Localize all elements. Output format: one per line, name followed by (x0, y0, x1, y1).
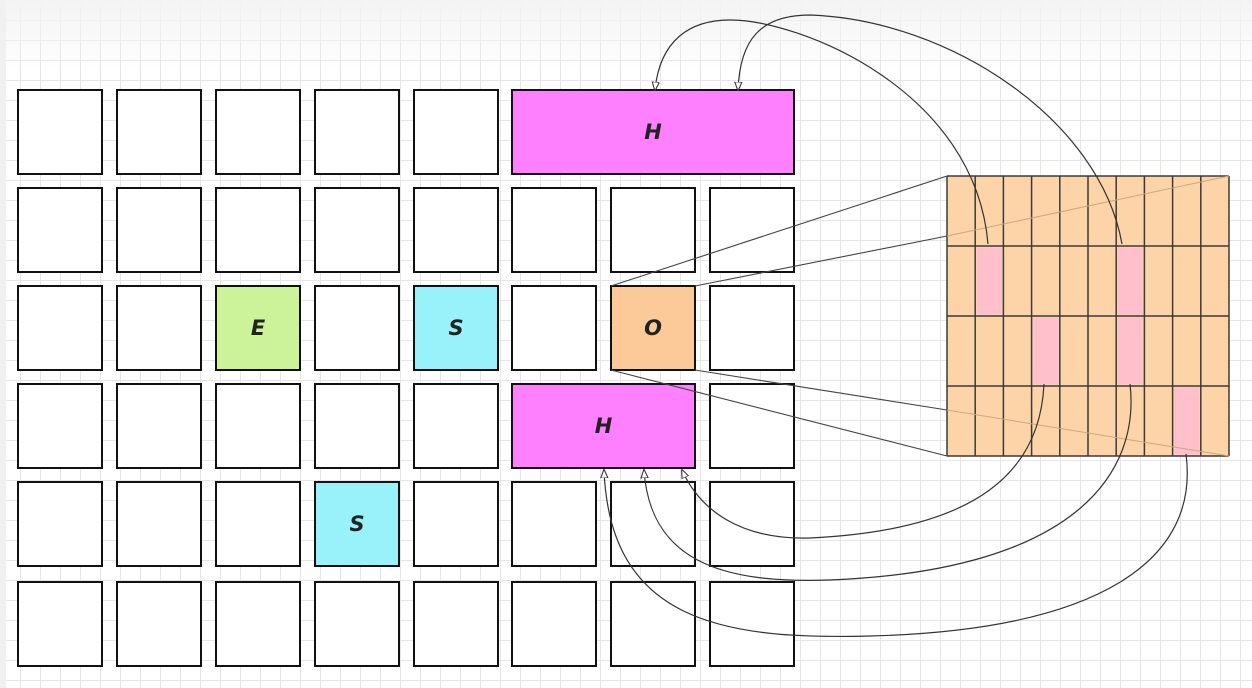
h-block-top: H (511, 89, 795, 175)
grid-cell (610, 187, 696, 273)
top-fade (0, 0, 1252, 70)
grid-cell (413, 481, 499, 567)
kernel-highlight-cell (1117, 247, 1143, 315)
projection-line (610, 175, 948, 287)
arrow-curves (604, 14, 1188, 637)
grid-cell (215, 89, 301, 175)
h-block-middle: H (511, 383, 696, 469)
projection-line (694, 235, 948, 287)
s-cell: S (413, 285, 499, 371)
grid-cell (511, 581, 597, 667)
grid-cell (116, 187, 202, 273)
arrow-to-mid-h-left (604, 453, 1188, 637)
grid-cell (610, 481, 696, 567)
grid-cell (314, 187, 400, 273)
grid-cell (314, 285, 400, 371)
kernel-highlight-cell (1033, 317, 1059, 385)
e-cell: E (215, 285, 301, 371)
grid-cell (709, 383, 795, 469)
grid-cell (116, 481, 202, 567)
grid-cell (709, 481, 795, 567)
grid-cell (116, 581, 202, 667)
grid-cell (314, 89, 400, 175)
grid-cell (17, 383, 103, 469)
grid-cell (511, 285, 597, 371)
grid-cell (709, 285, 795, 371)
grid-cell (215, 581, 301, 667)
kernel-highlight-cell (1174, 387, 1200, 455)
kernel-grid (946, 175, 1230, 457)
grid-cell (116, 383, 202, 469)
grid-cell (215, 383, 301, 469)
kernel-diagonal (946, 409, 1230, 457)
projection-lines (610, 175, 948, 457)
grid-cell (314, 581, 400, 667)
grid-cell (314, 383, 400, 469)
left-edge (0, 0, 6, 688)
grid-cell (215, 481, 301, 567)
arrow-to-top-h-left (655, 19, 989, 245)
grid-cell (413, 383, 499, 469)
kernel-highlight-cell (976, 247, 1002, 315)
grid-cell (116, 285, 202, 371)
grid-cell (511, 187, 597, 273)
o-cell: O (610, 285, 696, 371)
grid-cell (215, 187, 301, 273)
grid-cell (17, 187, 103, 273)
grid-cell (413, 187, 499, 273)
projection-line (610, 369, 948, 457)
s-cell: S (314, 481, 400, 567)
arrow-to-mid-h-right (682, 383, 1045, 539)
grid-cell (17, 285, 103, 371)
grid-cell (709, 581, 795, 667)
arrow-to-mid-h-center (644, 383, 1132, 582)
kernel-highlight-cell (1117, 317, 1143, 385)
grid-cell (17, 581, 103, 667)
grid-cell (511, 481, 597, 567)
grid-cell (413, 581, 499, 667)
projection-line (694, 369, 948, 411)
arrow-to-top-h-right (738, 14, 1123, 245)
kernel-diagonal (946, 175, 1230, 237)
grid-cell (17, 89, 103, 175)
grid-cell (17, 481, 103, 567)
grid-cell (610, 581, 696, 667)
grid-cell (116, 89, 202, 175)
grid-cell (413, 89, 499, 175)
